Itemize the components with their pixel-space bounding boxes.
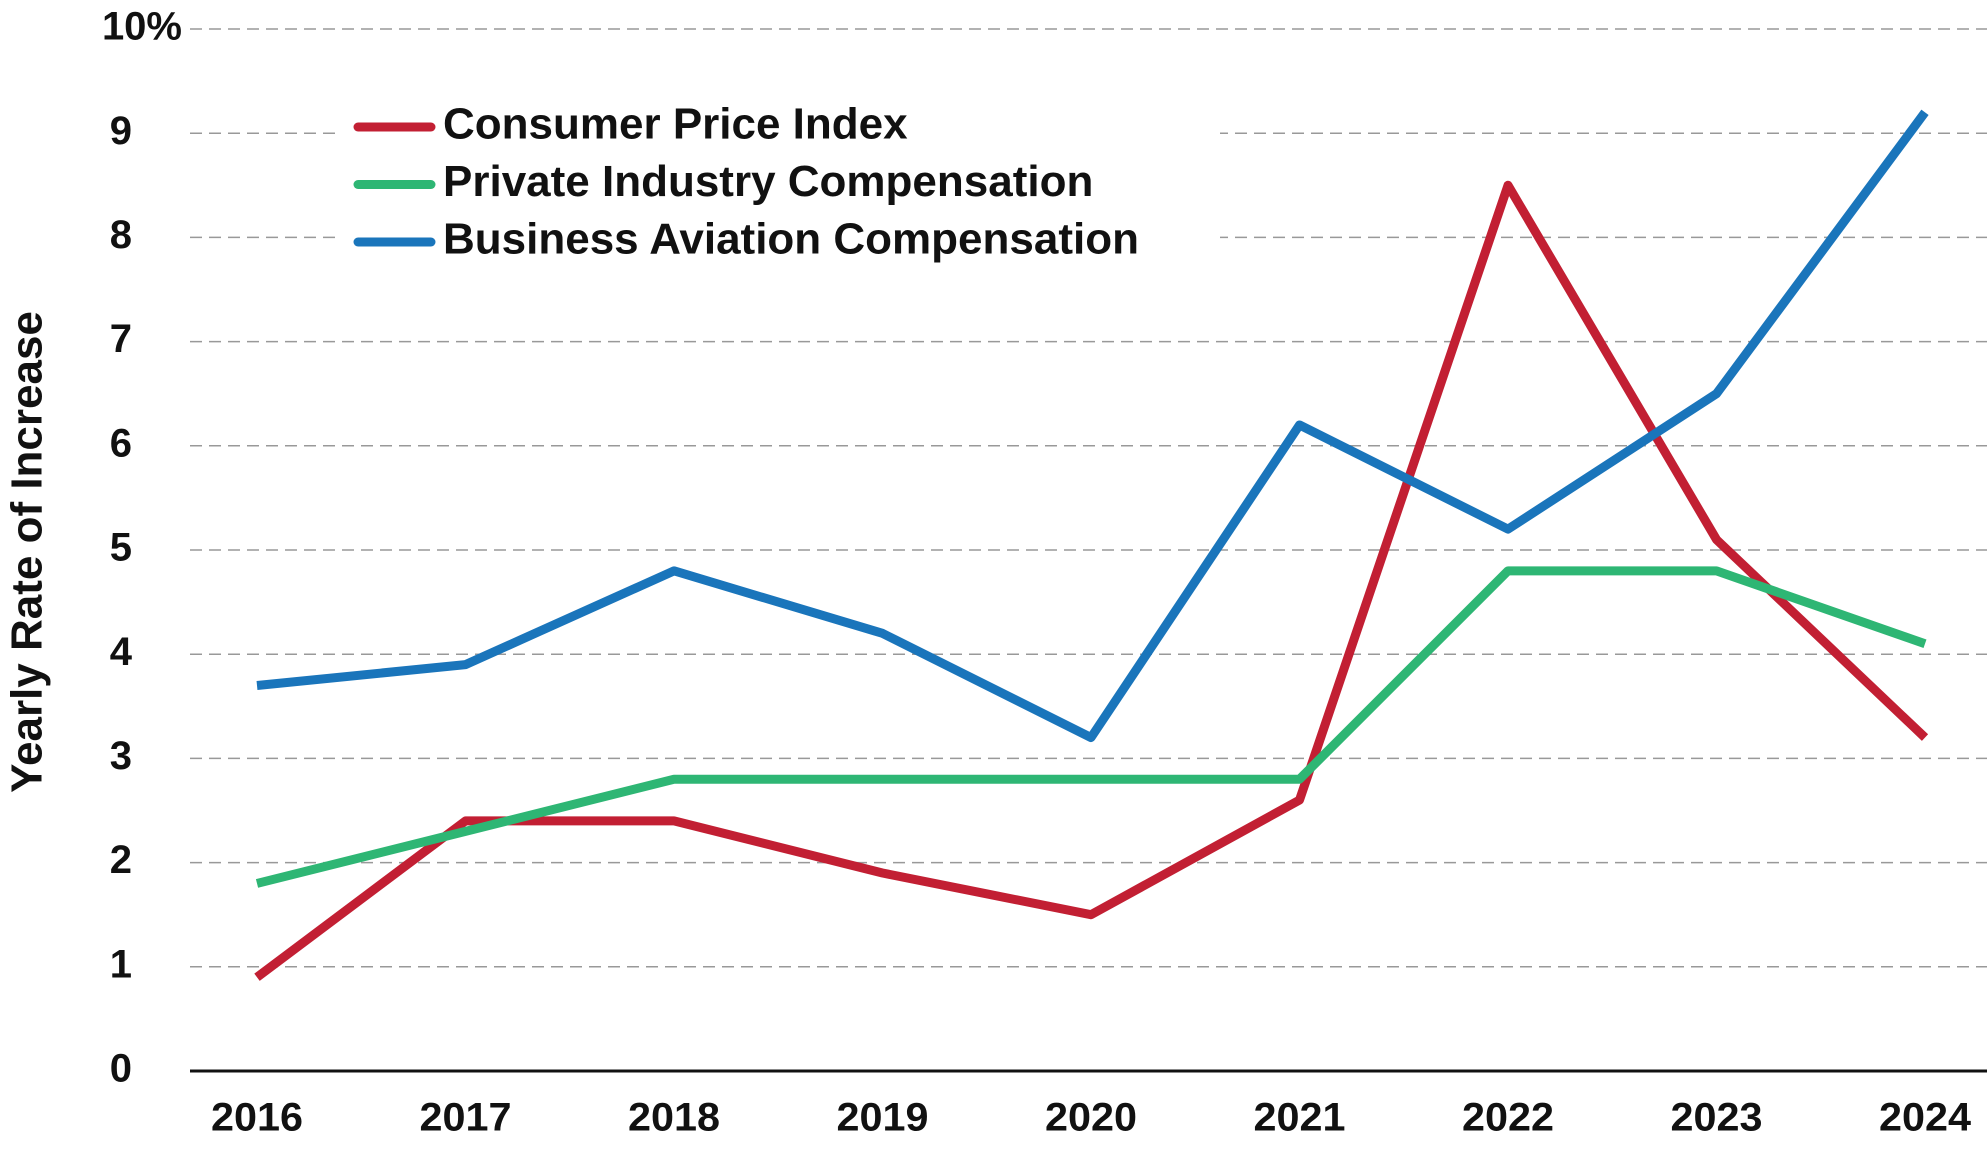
- y-tick-label: 7: [110, 317, 132, 361]
- legend-label: Private Industry Compensation: [443, 157, 1093, 206]
- y-tick-label: 6: [110, 421, 132, 465]
- y-tick-label: 3: [110, 734, 132, 778]
- y-tick-label: 9: [110, 109, 132, 153]
- legend-label: Consumer Price Index: [443, 100, 908, 149]
- x-tick-label: 2020: [1045, 1096, 1137, 1140]
- y-tick-label: 8: [110, 213, 132, 257]
- y-tick-label: 10%: [102, 5, 182, 49]
- x-tick-label: 2023: [1671, 1096, 1763, 1140]
- legend-label: Business Aviation Compensation: [443, 215, 1139, 264]
- y-tick-label: 5: [110, 526, 132, 570]
- x-tick-label: 2016: [211, 1096, 303, 1140]
- y-tick-label: 2: [110, 838, 132, 882]
- y-tick-label: 0: [110, 1047, 132, 1091]
- x-tick-label: 2024: [1879, 1096, 1972, 1140]
- x-tick-label: 2018: [628, 1096, 720, 1140]
- x-tick-label: 2022: [1462, 1096, 1554, 1140]
- x-tick-label: 2017: [420, 1096, 512, 1140]
- legend-background: [340, 90, 1220, 280]
- x-tick-label: 2019: [837, 1096, 929, 1140]
- y-axis-label: Yearly Rate of Increase: [3, 311, 52, 793]
- y-tick-label: 4: [110, 630, 133, 674]
- line-series: [256, 109, 1929, 743]
- line-series: [255, 566, 1927, 888]
- y-tick-label: 1: [110, 942, 132, 986]
- line-series: [254, 180, 1929, 981]
- x-tick-label: 2021: [1254, 1096, 1346, 1140]
